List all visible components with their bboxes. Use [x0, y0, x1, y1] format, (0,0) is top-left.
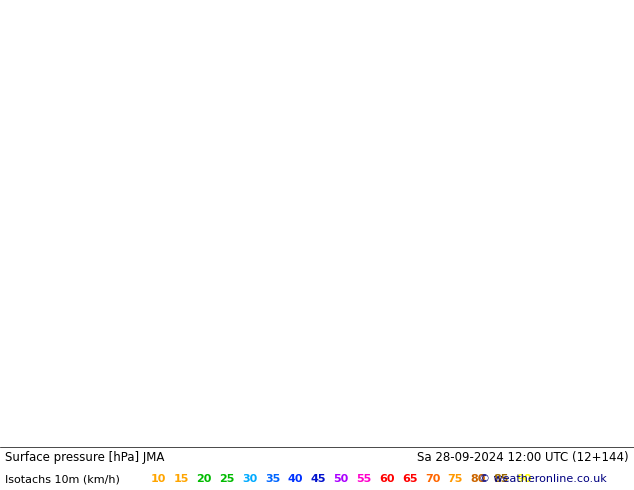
Text: 50: 50 — [333, 474, 349, 485]
Text: Surface pressure [hPa] JMA: Surface pressure [hPa] JMA — [5, 451, 164, 464]
Text: 30: 30 — [242, 474, 257, 485]
Text: 65: 65 — [402, 474, 417, 485]
Text: 75: 75 — [448, 474, 463, 485]
Text: 90: 90 — [516, 474, 531, 485]
Text: 70: 70 — [425, 474, 440, 485]
Text: Sa 28-09-2024 12:00 UTC (12+144): Sa 28-09-2024 12:00 UTC (12+144) — [417, 451, 629, 464]
Text: Isotachs 10m (km/h): Isotachs 10m (km/h) — [5, 474, 120, 485]
Text: © weatheronline.co.uk: © weatheronline.co.uk — [479, 474, 606, 485]
Text: 60: 60 — [379, 474, 394, 485]
Text: 15: 15 — [174, 474, 189, 485]
Text: 45: 45 — [311, 474, 326, 485]
Text: 10: 10 — [151, 474, 166, 485]
Text: 25: 25 — [219, 474, 235, 485]
Text: 40: 40 — [288, 474, 303, 485]
Text: 55: 55 — [356, 474, 372, 485]
Text: 20: 20 — [197, 474, 212, 485]
Text: 80: 80 — [470, 474, 486, 485]
Text: 85: 85 — [493, 474, 508, 485]
Text: 35: 35 — [265, 474, 280, 485]
